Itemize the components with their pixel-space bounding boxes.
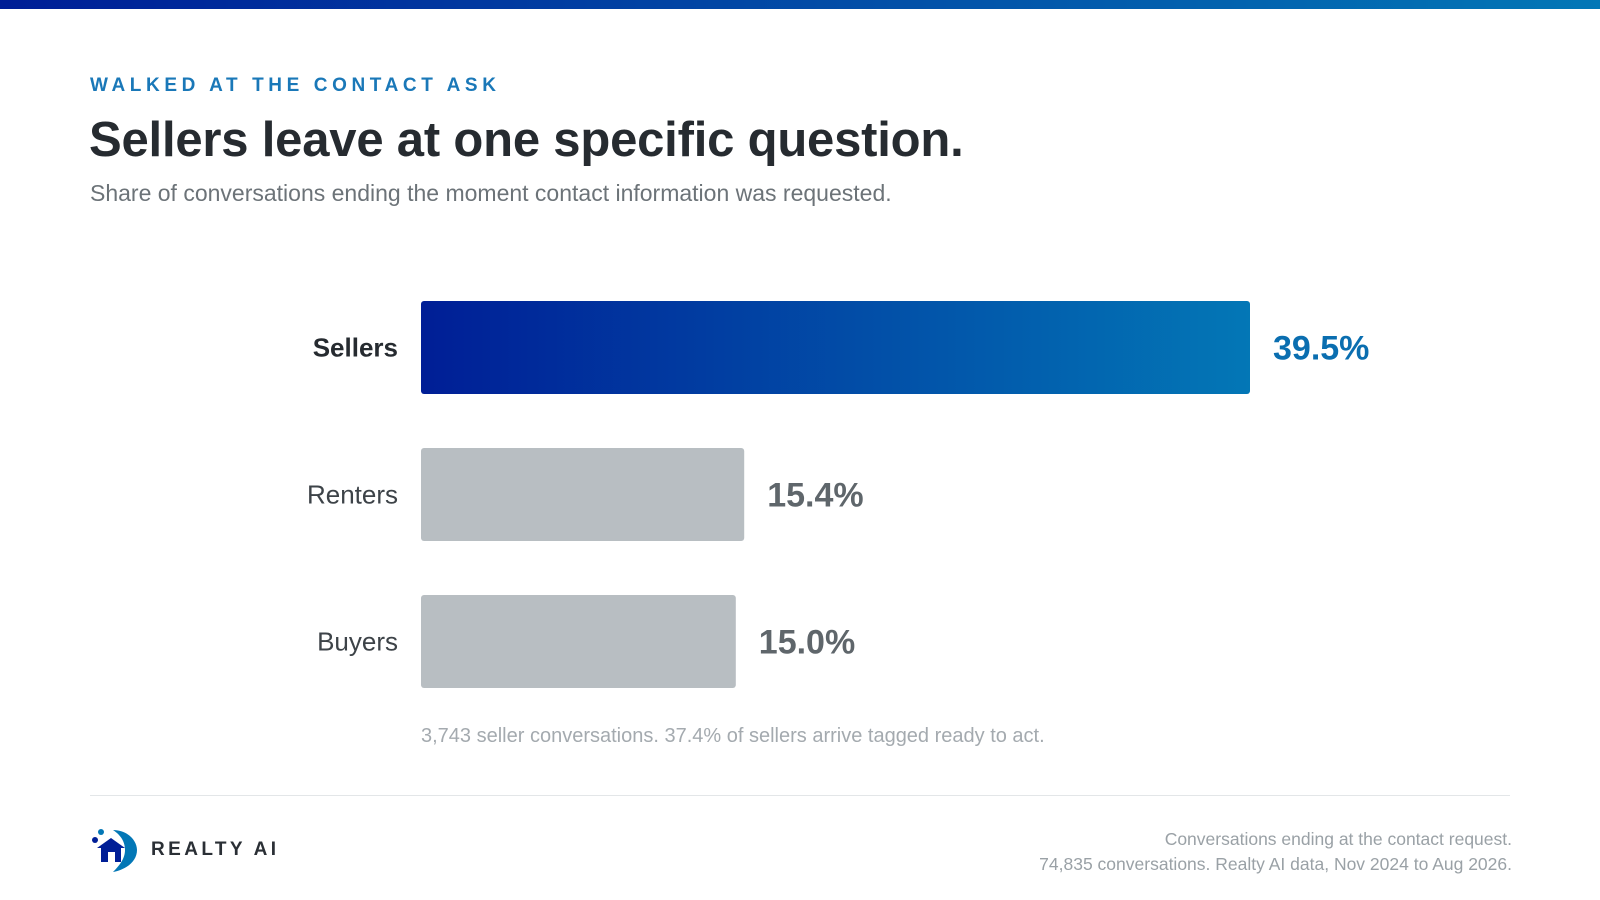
bar-buyers — [421, 595, 736, 688]
category-label-renters: Renters — [307, 480, 398, 510]
chart-note: 3,743 seller conversations. 37.4% of sel… — [421, 725, 1045, 747]
value-label-sellers: 39.5% — [1273, 330, 1369, 368]
category-label-sellers: Sellers — [313, 333, 398, 363]
bar-chart: Sellers 39.5% Renters 15.4% Buyers 15.0% — [307, 301, 1369, 688]
value-label-renters: 15.4% — [767, 477, 863, 515]
page-subtitle: Share of conversations ending the moment… — [90, 180, 892, 206]
category-label-buyers: Buyers — [317, 627, 398, 657]
brand-logo: REALTY AI — [89, 826, 279, 874]
top-accent-bar — [0, 0, 1600, 9]
value-label-buyers: 15.0% — [759, 624, 855, 662]
footer-notes: Conversations ending at the contact requ… — [1039, 827, 1512, 877]
bar-sellers — [421, 301, 1250, 394]
brand-name: REALTY AI — [151, 839, 280, 860]
footer-divider — [90, 795, 1510, 796]
page-title: Sellers leave at one specific question. — [89, 113, 964, 167]
eyebrow-label: WALKED AT THE CONTACT ASK — [90, 75, 501, 96]
footer-note-line-1: Conversations ending at the contact requ… — [1164, 829, 1512, 849]
house-location-icon — [92, 829, 137, 872]
footer-note-line-2: 74,835 conversations. Realty AI data, No… — [1039, 854, 1512, 874]
bar-renters — [421, 448, 745, 541]
